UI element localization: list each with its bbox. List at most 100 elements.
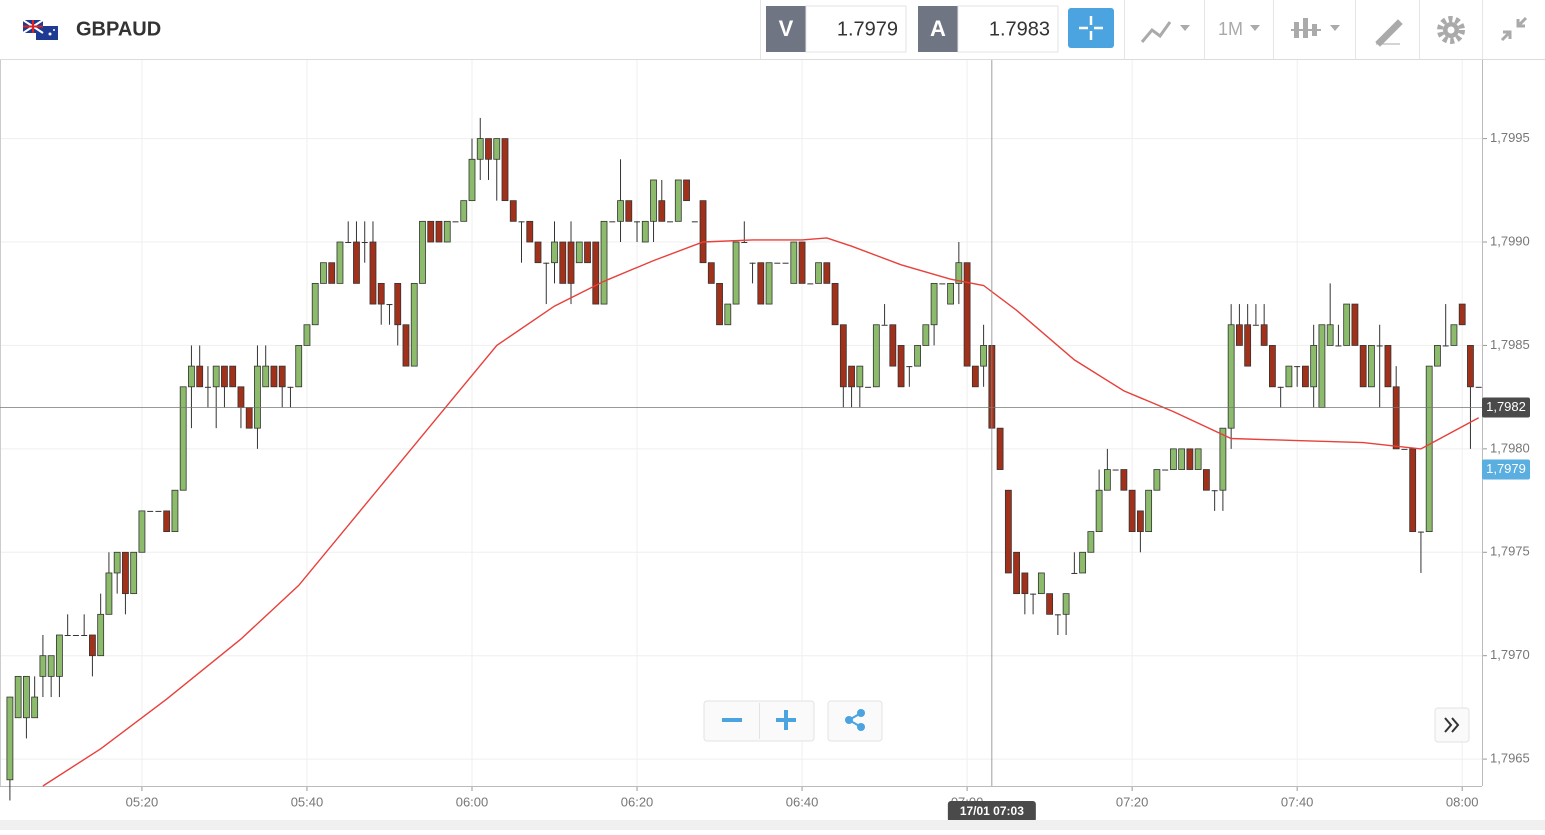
- ask-button[interactable]: [918, 6, 958, 52]
- candle-body: [361, 242, 368, 244]
- candle-body: [1120, 469, 1128, 491]
- candle-body: [600, 220, 608, 305]
- candle-body: [815, 262, 822, 284]
- candle-body: [460, 200, 468, 222]
- y-tick-label: 1,7990: [1490, 233, 1530, 248]
- candle-body: [476, 138, 484, 160]
- candle-body: [204, 386, 211, 388]
- candle-body: [831, 282, 839, 326]
- candle-body: [1087, 531, 1095, 553]
- candle-body: [939, 283, 946, 285]
- candle-body: [534, 241, 542, 264]
- candle-body: [906, 366, 913, 368]
- settings-button[interactable]: [1437, 16, 1465, 44]
- candle-body: [1359, 345, 1367, 388]
- candle-body: [741, 242, 748, 244]
- candle-body: [1326, 324, 1334, 346]
- candle-body: [1269, 345, 1276, 388]
- candle-body: [130, 551, 138, 595]
- candle-body: [674, 179, 682, 222]
- candle-body: [328, 262, 336, 284]
- candle-body: [287, 386, 294, 388]
- candle-body: [493, 138, 501, 160]
- bid-label: V: [779, 16, 794, 41]
- chart-type-button[interactable]: [1140, 21, 1172, 43]
- candle-body: [270, 365, 278, 388]
- candle-body: [1384, 345, 1392, 388]
- candle-body: [221, 365, 228, 388]
- candle-body: [790, 241, 798, 284]
- bid-box: [805, 5, 907, 53]
- candle-body: [757, 262, 765, 305]
- candle-body: [724, 303, 732, 326]
- zoom-controls: [703, 700, 1470, 743]
- candle-body: [369, 241, 377, 305]
- candle-body: [609, 221, 616, 223]
- share-button[interactable]: [845, 709, 865, 731]
- candle-body: [683, 179, 690, 202]
- candle-body: [402, 324, 410, 367]
- candle-body: [377, 282, 385, 305]
- candle-body: [122, 551, 129, 595]
- candle-body: [807, 283, 814, 285]
- candle-body: [848, 365, 855, 388]
- candle-body: [1162, 469, 1169, 471]
- candle-body: [980, 345, 987, 367]
- candle-body: [419, 220, 426, 284]
- indicators-button[interactable]: [1291, 18, 1321, 38]
- zoom-in[interactable]: [776, 710, 796, 730]
- candle-body: [89, 634, 96, 657]
- candle-body: [963, 262, 971, 367]
- price-tag: [1482, 459, 1530, 480]
- x-tick-label: 06:00: [456, 794, 489, 809]
- candle-body: [435, 220, 443, 243]
- collapse-button[interactable]: [1500, 16, 1528, 42]
- moving-average-line: [42, 237, 1480, 787]
- y-tick-label: 1,7965: [1490, 751, 1530, 766]
- candle-body: [278, 365, 286, 388]
- candle-body: [856, 365, 864, 388]
- candle-body: [1475, 386, 1482, 388]
- candle-body: [229, 365, 237, 388]
- candle-body: [501, 138, 509, 202]
- candle-body: [179, 386, 187, 491]
- candle-body: [1079, 551, 1087, 574]
- candle-body: [336, 241, 344, 284]
- crosshair-button[interactable]: [1068, 8, 1114, 48]
- timeframe-button[interactable]: 1M: [1218, 19, 1243, 39]
- ask-box: [957, 5, 1059, 53]
- candle-body: [452, 221, 459, 223]
- bid-button[interactable]: [766, 6, 806, 52]
- candle-body: [303, 324, 311, 346]
- candle-body: [97, 613, 105, 657]
- candle-body: [23, 675, 30, 719]
- draw-button[interactable]: [1375, 19, 1403, 47]
- bid-price: 1.7979: [837, 18, 898, 40]
- candle-body: [1302, 365, 1309, 388]
- candle-body: [955, 262, 963, 284]
- candle-body: [732, 241, 740, 305]
- candle-body: [625, 200, 633, 222]
- candle-body: [1244, 324, 1252, 367]
- symbol: GBPAUD: [76, 18, 161, 40]
- candle-body: [56, 634, 63, 677]
- candle-body: [1425, 365, 1433, 532]
- candle-body: [650, 179, 657, 222]
- zoom-out[interactable]: [722, 718, 742, 722]
- x-tick-label: 07:20: [1116, 794, 1149, 809]
- candle-body: [47, 655, 55, 677]
- price-tag: [1482, 397, 1530, 418]
- candle-body: [113, 551, 121, 574]
- candle-body: [1310, 345, 1318, 388]
- candle-body: [1054, 614, 1061, 616]
- candle-body: [1103, 469, 1111, 491]
- candle-body: [427, 220, 435, 243]
- y-tick-label: 1,7985: [1490, 337, 1530, 352]
- candle-body: [1376, 345, 1383, 347]
- candle-body: [163, 510, 171, 532]
- candle-body: [798, 241, 806, 284]
- candle-body: [147, 510, 154, 512]
- candle-body: [1062, 593, 1070, 615]
- candle-body: [394, 282, 402, 326]
